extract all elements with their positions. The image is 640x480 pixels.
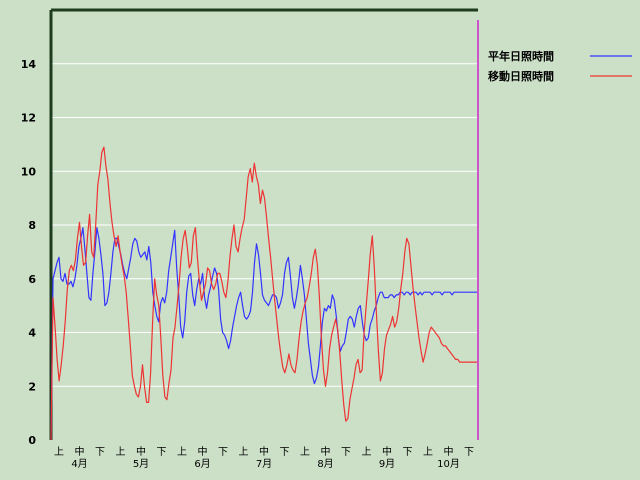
x-tick-decade: 上 <box>300 446 310 458</box>
y-tick-label: 4 <box>28 327 36 340</box>
x-tick-month: 4月 <box>71 458 87 470</box>
y-tick-label: 8 <box>28 219 36 232</box>
x-tick-month: 9月 <box>379 458 395 470</box>
y-tick-label: 2 <box>28 380 36 393</box>
x-tick-decade: 下 <box>95 447 105 458</box>
x-tick-decade: 上 <box>423 446 433 458</box>
x-tick-decade: 下 <box>218 447 228 458</box>
y-axis-ticks: 0 2 4 6 8 10 12 14 <box>21 58 37 447</box>
y-tick-label: 14 <box>21 58 37 71</box>
y-tick-label: 12 <box>21 112 36 125</box>
x-tick-decade: 上 <box>54 446 64 458</box>
x-tick-decade: 上 <box>362 446 372 458</box>
legend-label-red: 移動日照時間 <box>488 69 554 83</box>
x-tick-decade: 下 <box>280 447 290 458</box>
x-tick-decade: 中 <box>75 445 85 458</box>
gridlines <box>51 63 478 387</box>
series-line-1 <box>50 146 478 441</box>
legend: 平年日照時間 移動日照時間 <box>488 49 632 83</box>
x-tick-decade: 下 <box>403 447 413 458</box>
x-tick-decade: 中 <box>198 445 208 458</box>
x-tick-month: 7月 <box>256 458 272 470</box>
plot-frame <box>49 8 478 440</box>
x-tick-decade: 上 <box>116 446 126 458</box>
x-tick-month: 8月 <box>317 458 333 470</box>
x-tick-month: 6月 <box>194 458 210 470</box>
x-tick-decade: 下 <box>341 447 351 458</box>
y-tick-label: 6 <box>28 273 36 286</box>
x-axis-ticks: 上中下上中下上中下上中下上中下上中下上中下4月 5月 6月 7月 8月 9月 10月 <box>54 445 474 470</box>
x-tick-month: 10月 <box>437 458 460 470</box>
x-tick-decade: 中 <box>136 445 146 458</box>
x-tick-decade: 下 <box>464 447 474 458</box>
y-tick-label: 10 <box>21 165 37 178</box>
x-tick-decade: 中 <box>321 445 331 458</box>
x-tick-decade: 上 <box>239 446 249 458</box>
y-tick-label: 0 <box>28 434 36 447</box>
x-tick-decade: 中 <box>444 445 454 458</box>
x-tick-decade: 中 <box>382 445 392 458</box>
x-tick-month: 5月 <box>133 458 149 470</box>
series-lines <box>50 146 478 441</box>
x-tick-decade: 下 <box>157 447 167 458</box>
legend-label-blue: 平年日照時間 <box>488 49 554 63</box>
x-tick-decade: 上 <box>177 446 187 458</box>
x-tick-decade: 中 <box>259 445 269 458</box>
